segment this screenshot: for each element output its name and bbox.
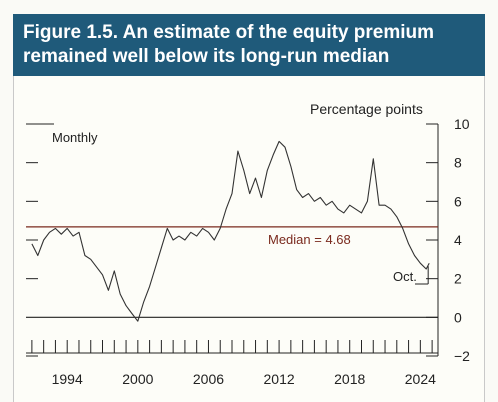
equity-premium-series-line xyxy=(31,140,430,322)
y-tick-label-10: 10 xyxy=(454,116,470,132)
y-tick-label-0: 0 xyxy=(454,309,462,325)
x-tick-label-2000: 2000 xyxy=(122,371,153,387)
x-tick-label-2006: 2006 xyxy=(193,371,224,387)
x-tick-label-2018: 2018 xyxy=(334,371,365,387)
frequency-note: Monthly xyxy=(52,130,98,145)
x-tick-label-1994: 1994 xyxy=(52,371,83,387)
figure-title-line-1: Figure 1.5. An estimate of the equity pr… xyxy=(23,22,435,43)
y-tick-label-4: 4 xyxy=(454,232,462,248)
figure-title: Figure 1.5. An estimate of the equity pr… xyxy=(13,14,485,76)
end-annotation-label: Oct. xyxy=(393,269,417,284)
y-tick-label--2: −2 xyxy=(454,348,470,364)
y-tick-label-8: 8 xyxy=(454,155,462,171)
median-label: Median = 4.68 xyxy=(268,232,351,247)
y-tick-label-6: 6 xyxy=(454,193,462,209)
figure-title-line-2: remained well below its long-run median xyxy=(23,46,390,67)
y-tick-label-2: 2 xyxy=(454,271,462,287)
x-tick-label-2024: 2024 xyxy=(405,371,436,387)
y-axis-unit-label: Percentage points xyxy=(310,101,423,117)
x-tick-label-2012: 2012 xyxy=(264,371,295,387)
